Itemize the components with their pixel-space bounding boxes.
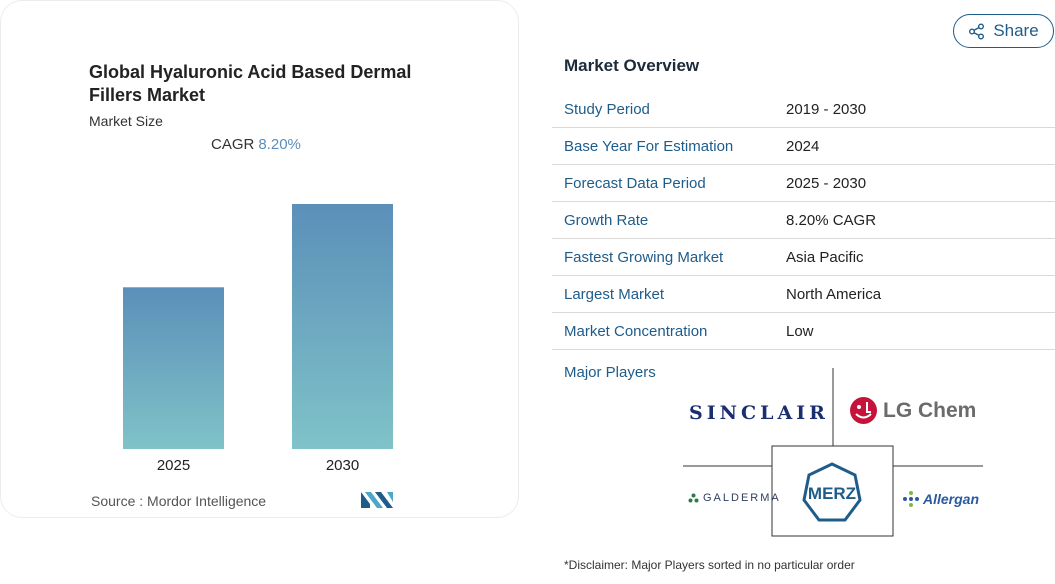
cagr-text: CAGR <box>211 136 255 153</box>
allergan-logo: Allergan <box>902 490 979 508</box>
overview-key[interactable]: Fastest Growing Market <box>564 248 724 266</box>
share-label: Share <box>993 21 1039 40</box>
x-tick-label: 2030 <box>326 457 359 474</box>
major-players-label[interactable]: Major Players <box>564 364 656 381</box>
overview-row-concentration: Market Concentration Low <box>552 313 1055 350</box>
cagr-label: CAGR 8.20% <box>211 136 301 153</box>
overview-row-forecast-period: Forecast Data Period 2025 - 2030 <box>552 165 1055 202</box>
lg-chem-logo: LG Chem <box>850 397 976 424</box>
market-overview-table: Study Period 2019 - 2030 Base Year For E… <box>552 91 1055 350</box>
overview-value: Asia Pacific <box>786 248 864 266</box>
overview-value: 8.20% CAGR <box>786 211 877 229</box>
x-tick-label: 2025 <box>157 457 190 474</box>
divider <box>552 349 1055 350</box>
merz-text: MERZ <box>808 484 856 503</box>
overview-value: Low <box>786 323 814 340</box>
overview-key[interactable]: Base Year For Estimation <box>564 137 734 155</box>
market-size-card: Global Hyaluronic Acid Based Dermal Fill… <box>0 0 519 518</box>
galderma-text: GALDERMA <box>703 492 781 504</box>
market-overview-title: Market Overview <box>564 56 700 75</box>
overview-key[interactable]: Growth Rate <box>564 211 649 229</box>
merz-logo: MERZ <box>802 462 862 522</box>
lg-chem-text: LG Chem <box>883 398 977 422</box>
mordor-intelligence-logo-icon <box>361 492 393 508</box>
share-icon <box>969 23 985 39</box>
overview-row-largest-market: Largest Market North America <box>552 276 1055 313</box>
bar-2030 <box>292 204 393 449</box>
overview-value: 2025 - 2030 <box>786 174 867 192</box>
overview-key[interactable]: Market Concentration <box>564 323 708 340</box>
allergan-mark-icon <box>903 491 919 507</box>
chart-subtitle: Market Size <box>89 113 163 129</box>
overview-key[interactable]: Largest Market <box>564 285 665 303</box>
lg-face-icon <box>850 397 877 424</box>
overview-row-study-period: Study Period 2019 - 2030 <box>552 91 1055 128</box>
overview-row-fastest-growing: Fastest Growing Market Asia Pacific <box>552 239 1055 276</box>
overview-value: 2024 <box>786 137 820 155</box>
chart-source: Source : Mordor Intelligence <box>91 493 267 509</box>
allergan-text: Allergan <box>923 491 980 507</box>
overview-row-base-year: Base Year For Estimation 2024 <box>552 128 1055 165</box>
chart-title: Global Hyaluronic Acid Based Dermal Fill… <box>89 62 412 105</box>
overview-row-growth-rate: Growth Rate 8.20% CAGR <box>552 202 1055 239</box>
sinclair-logo: SINCLAIR <box>689 402 829 424</box>
bar-2025 <box>123 287 224 449</box>
disclaimer: *Disclaimer: Major Players sorted in no … <box>564 558 855 572</box>
overview-key[interactable]: Study Period <box>564 100 650 118</box>
galderma-logo: GALDERMA <box>688 492 781 504</box>
cagr-value: 8.20% <box>258 136 301 153</box>
share-button[interactable]: Share <box>953 14 1054 48</box>
galderma-dots-icon <box>688 493 699 503</box>
overview-value: North America <box>786 285 882 303</box>
bar-chart: 2025 2030 <box>123 204 393 474</box>
overview-value: 2019 - 2030 <box>786 100 867 118</box>
overview-key[interactable]: Forecast Data Period <box>564 174 706 192</box>
